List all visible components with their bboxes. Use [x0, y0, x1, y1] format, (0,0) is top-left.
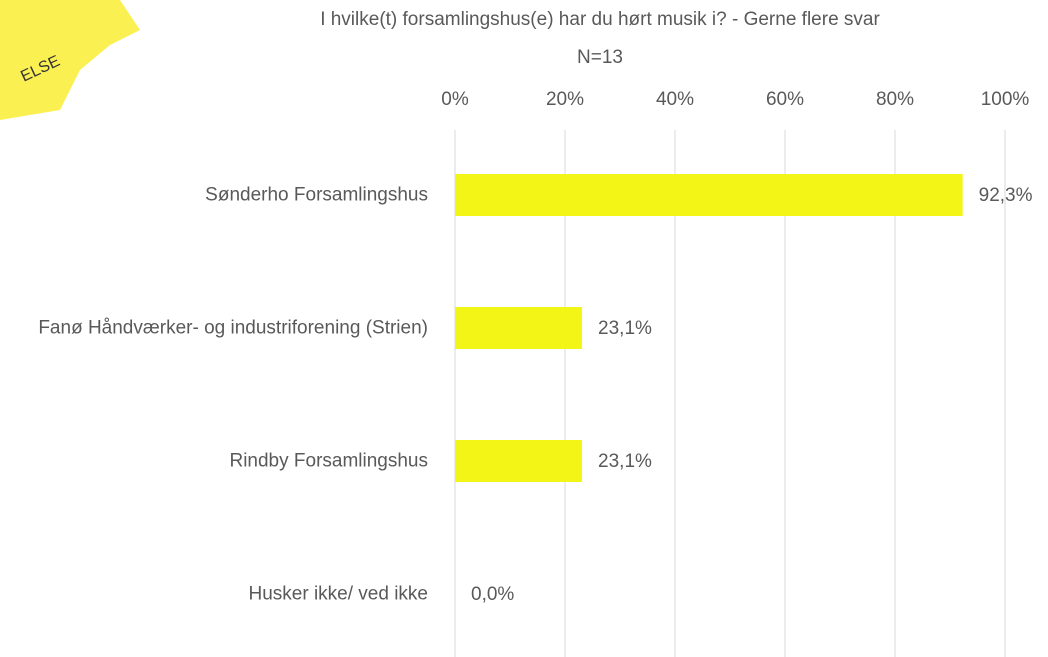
y-tick-label: Rindby Forsamlingshus — [229, 450, 428, 472]
y-tick-label: Husker ikke/ ved ikke — [248, 583, 428, 605]
x-tick-label: 0% — [441, 89, 469, 110]
bar — [455, 440, 583, 482]
y-tick-label: Sønderho Forsamlingshus — [205, 184, 428, 206]
data-label: 92,3% — [979, 185, 1033, 206]
x-tick-label: 100% — [981, 89, 1030, 110]
x-tick-label: 60% — [766, 89, 804, 110]
data-label: 23,1% — [598, 318, 652, 339]
chart-title: I hvilke(t) forsamlingshus(e) har du hør… — [320, 9, 880, 30]
decoration — [0, 0, 140, 120]
x-tick-label: 20% — [546, 89, 584, 110]
data-label: 23,1% — [598, 451, 652, 472]
bar — [455, 307, 583, 349]
x-tick-label: 40% — [656, 89, 694, 110]
y-tick-label: Fanø Håndværker- og industriforening (St… — [38, 317, 428, 339]
bar — [455, 174, 963, 216]
chart-subtitle: N=13 — [577, 47, 623, 68]
x-tick-label: 80% — [876, 89, 914, 110]
data-label: 0,0% — [471, 584, 514, 605]
